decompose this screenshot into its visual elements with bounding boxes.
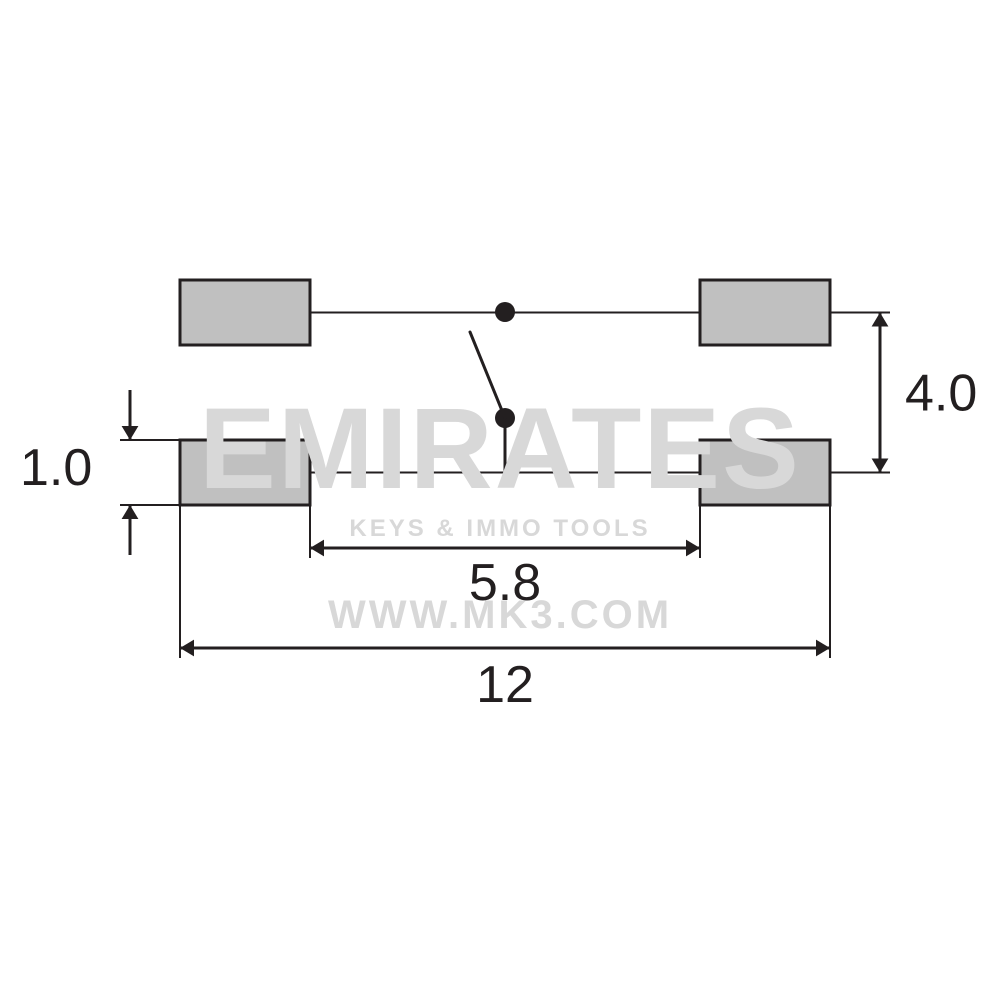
dim-inner-width: 5.8: [469, 554, 541, 612]
dim-outer-width: 12: [476, 656, 534, 714]
dim-row-pitch: 4.0: [905, 365, 977, 423]
pad: [180, 440, 310, 505]
technical-diagram: 5.8 12 4.0 1.0: [0, 0, 1000, 1000]
pad: [180, 280, 310, 345]
dim-pad-height: 1.0: [20, 439, 92, 497]
pad: [700, 280, 830, 345]
pad: [700, 440, 830, 505]
